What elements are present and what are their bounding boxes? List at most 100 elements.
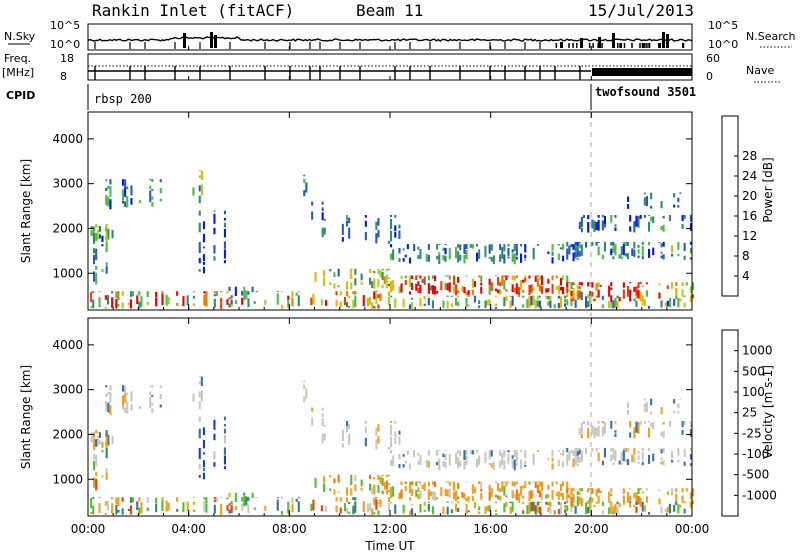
- nsearch-bar: [561, 43, 563, 48]
- power-cell: [369, 297, 372, 305]
- power-cell: [415, 283, 418, 291]
- nsearch-bar: [612, 33, 615, 48]
- power-cell: [547, 301, 550, 306]
- velocity-cell: [130, 391, 133, 402]
- velocity-cell: [524, 481, 527, 483]
- velocity-cell: [494, 509, 497, 512]
- power-cell: [660, 251, 663, 254]
- power-cell: [689, 257, 692, 260]
- nave-label: Nave: [746, 64, 774, 77]
- velocity-cell: [465, 481, 468, 483]
- velocity-cell: [104, 501, 107, 506]
- power-cell: [341, 237, 344, 242]
- velocity-cell: [505, 495, 508, 498]
- y-tick-label: 3000: [52, 383, 83, 397]
- velocity-cell: [321, 413, 324, 417]
- power-cell: [130, 198, 133, 205]
- power-cell: [635, 295, 638, 299]
- velocity-cell: [532, 493, 535, 497]
- power-cell: [520, 253, 523, 263]
- velocity-cell: [192, 509, 195, 512]
- power-cell: [618, 297, 621, 301]
- velocity-cell: [398, 454, 401, 460]
- power-cell: [555, 286, 558, 290]
- power-cell: [671, 245, 674, 253]
- power-cell: [138, 291, 141, 296]
- power-cell: [668, 215, 671, 221]
- power-cell: [658, 292, 661, 299]
- power-cell: [681, 282, 684, 287]
- velocity-cell: [408, 463, 411, 470]
- power-cell: [515, 245, 518, 256]
- cpid-twofsound: twofsound 3501: [595, 85, 696, 99]
- power-cell: [122, 189, 125, 201]
- velocity-cell: [650, 422, 653, 428]
- velocity-cell: [570, 488, 573, 495]
- power-cell: [538, 284, 541, 292]
- power-cell: [624, 253, 627, 257]
- power-cell: [595, 241, 598, 246]
- velocity-cell: [408, 497, 411, 501]
- power-cell: [132, 291, 135, 297]
- power-cell: [679, 192, 682, 194]
- velocity-cell: [465, 503, 468, 514]
- velocity-cell: [138, 497, 141, 502]
- nsearch-bar: [659, 43, 661, 48]
- power-cell: [627, 253, 630, 260]
- velocity-cell: [448, 481, 451, 486]
- velocity-cell: [614, 430, 617, 433]
- power-cell: [497, 276, 500, 286]
- power-cell: [620, 246, 623, 256]
- velocity-cell: [490, 488, 493, 497]
- power-cell: [375, 233, 378, 244]
- velocity-cell: [610, 508, 613, 514]
- power-cell: [98, 234, 101, 239]
- velocity-cell: [643, 505, 646, 512]
- power-cell: [140, 296, 143, 308]
- y-tick-label: 3000: [52, 177, 83, 191]
- velocity-cell: [354, 484, 357, 492]
- power-cell: [614, 297, 617, 308]
- power-cell: [406, 244, 409, 250]
- velocity-cell: [658, 489, 661, 492]
- power-cell: [631, 248, 634, 256]
- power-cell: [450, 303, 453, 308]
- velocity-cell: [93, 454, 96, 460]
- power-cell: [303, 190, 306, 197]
- velocity-cell: [220, 503, 223, 516]
- velocity-cell: [444, 453, 447, 461]
- velocity-cell: [610, 421, 613, 429]
- power-cell: [117, 304, 120, 307]
- velocity-cell: [322, 483, 325, 492]
- power-cell: [126, 196, 129, 208]
- velocity-cell: [624, 447, 627, 452]
- velocity-cell: [476, 458, 479, 468]
- power-cell: [450, 295, 453, 297]
- velocity-cell: [223, 434, 226, 444]
- velocity-cell: [513, 481, 516, 487]
- power-cell: [167, 296, 170, 305]
- power-cell: [614, 215, 617, 218]
- velocity-cell: [570, 501, 573, 506]
- x-tick-label: 20:00: [574, 522, 609, 536]
- power-cell: [101, 235, 104, 242]
- y-tick-label: 2000: [52, 221, 83, 235]
- power-cell: [614, 227, 617, 231]
- velocity-cell: [666, 491, 669, 495]
- velocity-cell: [576, 455, 579, 463]
- velocity-cell: [513, 450, 516, 457]
- velocity-cell: [578, 427, 581, 436]
- power-cell: [105, 187, 108, 191]
- power-cell: [129, 291, 132, 297]
- velocity-cell: [601, 501, 604, 506]
- power-cell: [95, 224, 98, 228]
- velocity-cell: [442, 453, 445, 458]
- power-cell: [223, 260, 226, 264]
- velocity-cell: [105, 436, 108, 448]
- velocity-cell: [203, 500, 206, 512]
- power-cell: [507, 247, 510, 256]
- velocity-cell: [423, 501, 426, 506]
- power-cell: [198, 257, 201, 264]
- power-cell: [305, 182, 308, 193]
- velocity-cell: [620, 462, 623, 465]
